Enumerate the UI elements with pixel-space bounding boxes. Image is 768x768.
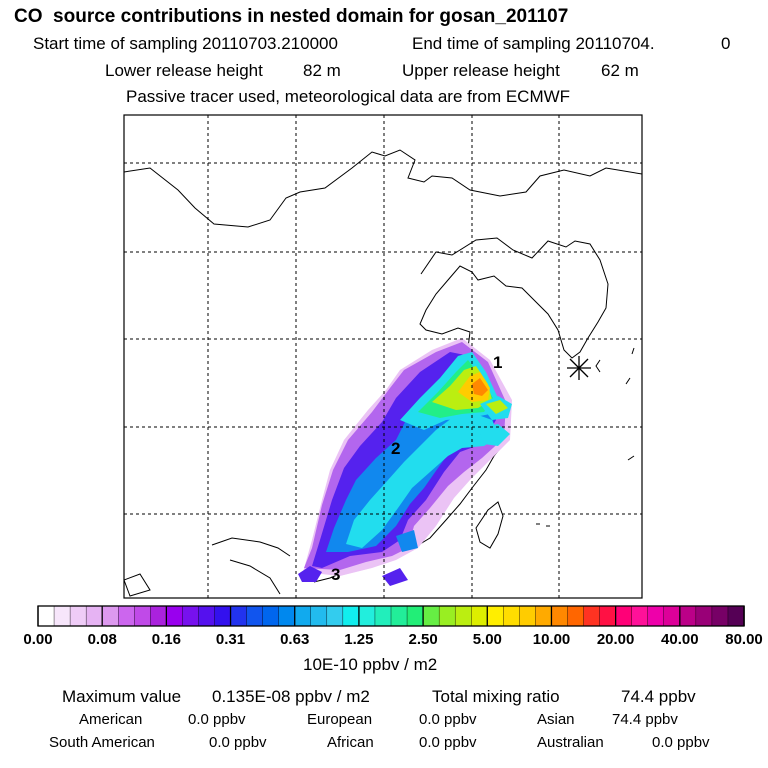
region-name-south-american: South American [49, 734, 155, 751]
asterisk-icon [567, 356, 591, 380]
end-time-suffix: 0 [721, 34, 731, 53]
region-value-european: 0.0 ppbv [419, 711, 477, 728]
colorbar-cell [727, 605, 745, 627]
colorbar-cell [374, 605, 392, 627]
colorbar-cell [599, 605, 617, 627]
region-value-australian: 0.0 ppbv [652, 734, 710, 751]
colorbar-cell [615, 605, 633, 627]
colorbar-cell [454, 605, 472, 627]
colorbar-cell [695, 605, 713, 627]
colorbar-tick-label: 1.25 [344, 631, 374, 648]
colorbar-cell [711, 605, 729, 627]
colorbar-tick-label: 40.00 [661, 631, 699, 648]
colorbar-tick-label: 0.63 [280, 631, 310, 648]
region-name-african: African [327, 734, 374, 751]
concentration-plume [298, 338, 512, 586]
figure-title: CO source contributions in nested domain… [14, 6, 569, 27]
colorbar-cell [631, 605, 649, 627]
colorbar-cell [567, 605, 585, 627]
region-name-european: European [307, 711, 373, 728]
colorbar-cell [198, 605, 216, 627]
map-frame [123, 114, 643, 599]
region-label-3: 3 [331, 565, 340, 584]
colorbar-unit-label: 10E-10 ppbv / m2 [303, 655, 438, 674]
lat-lon-grid [124, 115, 642, 598]
region-label-1: 1 [493, 353, 502, 372]
colorbar-cell [37, 605, 55, 627]
colorbar-cell [647, 605, 665, 627]
colorbar-cell [342, 605, 360, 627]
colorbar-tick-label: 0.16 [151, 631, 181, 648]
colorbar-tick-label: 80.00 [725, 631, 763, 648]
colorbar-cell [487, 605, 505, 627]
colorbar-cell [214, 605, 232, 627]
colorbar-tick-label: 20.00 [596, 631, 635, 648]
colorbar-cell [118, 605, 135, 627]
map-area: 1 2 3 [124, 115, 642, 598]
colorbar-cell [101, 605, 119, 627]
max-value-label: Maximum value [62, 687, 182, 706]
colorbar-cell [422, 605, 440, 627]
end-time-label: End time of sampling 20110704. [412, 34, 655, 53]
colorbar-cell [310, 605, 328, 627]
colorbar-cell [294, 605, 312, 627]
colorbar-tick-label: 5.00 [472, 631, 502, 648]
colorbar-tick-label: 0.31 [215, 631, 246, 648]
colorbar [37, 605, 745, 627]
colorbar-cell [663, 605, 681, 627]
colorbar-cell [471, 605, 488, 627]
colorbar-cell [551, 605, 569, 627]
colorbar-cell [390, 605, 408, 627]
colorbar-cell [182, 605, 200, 627]
total-mixing-label: Total mixing ratio [432, 687, 560, 706]
colorbar-frame [37, 605, 745, 627]
region-value-south-american: 0.0 ppbv [209, 734, 267, 751]
colorbar-cell [679, 605, 697, 627]
colorbar-cell [262, 605, 280, 627]
colorbar-cell [85, 605, 103, 627]
tracer-note: Passive tracer used, meteorological data… [126, 87, 571, 106]
colorbar-cell [503, 605, 521, 627]
region-name-asian: Asian [537, 711, 575, 728]
colorbar-cell [69, 605, 87, 627]
colorbar-cell [438, 605, 456, 627]
colorbar-cell [278, 605, 296, 627]
colorbar-cell [406, 605, 424, 627]
colorbar-cell [535, 605, 553, 627]
colorbar-cell [166, 605, 184, 627]
lower-release-value: 82 m [303, 61, 341, 80]
region-name-american: American [79, 711, 143, 728]
colorbar-tick-label: 0.00 [23, 631, 53, 648]
colorbar-tick-label: 0.08 [87, 631, 117, 648]
colorbar-tick-label: 10.00 [532, 631, 571, 648]
region-label-2: 2 [391, 439, 400, 458]
region-value-american: 0.0 ppbv [188, 711, 246, 728]
upper-release-value: 62 m [601, 61, 639, 80]
colorbar-cell [583, 605, 601, 627]
upper-release-label: Upper release height [402, 61, 560, 80]
colorbar-tick-label: 2.50 [408, 631, 438, 648]
total-mixing-value: 74.4 ppbv [621, 687, 696, 706]
region-value-african: 0.0 ppbv [419, 734, 477, 751]
colorbar-cell [150, 605, 168, 627]
region-name-australian: Australian [537, 734, 604, 751]
colorbar-cell [358, 605, 376, 627]
colorbar-cell [230, 605, 248, 627]
colorbar-cell [326, 605, 344, 627]
region-value-asian: 74.4 ppbv [612, 711, 678, 728]
colorbar-cell [519, 605, 537, 627]
colorbar-cell [53, 605, 71, 627]
max-value: 0.135E-08 ppbv / m2 [212, 687, 370, 706]
lower-release-label: Lower release height [105, 61, 263, 80]
colorbar-cell [134, 605, 152, 627]
colorbar-cell [246, 605, 264, 627]
start-time-label: Start time of sampling 20110703.210000 [33, 34, 338, 53]
